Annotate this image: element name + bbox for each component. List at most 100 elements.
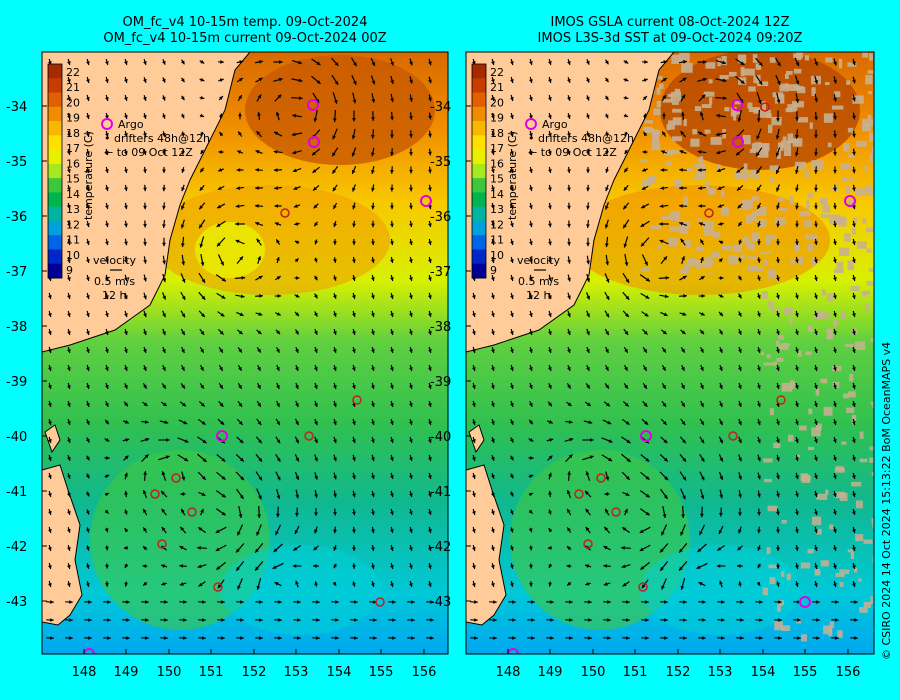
cloud-pixel (869, 153, 873, 163)
current-arrowhead (332, 152, 336, 157)
current-arrowhead (718, 258, 723, 263)
current-arrowhead (833, 151, 837, 156)
current-arrowhead (164, 618, 168, 622)
current-arrowhead (183, 600, 187, 604)
current-arrowhead (737, 564, 741, 568)
current-arrowhead (274, 131, 279, 136)
cloud-pixel (719, 75, 729, 80)
current-arrowhead (256, 531, 260, 536)
current-arrowhead (718, 529, 723, 534)
current-arrowhead (681, 366, 685, 371)
current-arrowhead (512, 618, 516, 622)
current-arrowhead (86, 277, 90, 282)
cloud-pixel (690, 138, 700, 147)
current-arrowhead (428, 457, 432, 461)
current-arrowhead (219, 402, 224, 407)
current-arrowhead (795, 403, 799, 408)
current-arrowhead (105, 474, 110, 479)
current-arrowhead (86, 133, 90, 137)
current-arrowhead (105, 583, 109, 587)
current-arrowhead (682, 77, 687, 82)
colorbar-segment (48, 178, 62, 193)
current-arrowhead (719, 439, 723, 444)
current-arrowhead (680, 131, 685, 136)
cloud-pixel (856, 140, 867, 147)
current-arrowhead (776, 547, 780, 552)
current-arrowhead (313, 276, 318, 281)
current-arrowhead (145, 618, 149, 622)
cloud-pixel (795, 454, 801, 458)
current-arrowhead (529, 492, 534, 497)
cloud-pixel (804, 55, 810, 61)
current-arrowhead (409, 403, 413, 407)
cloud-pixel (799, 210, 811, 217)
current-arrowhead (721, 600, 725, 604)
current-arrowhead (510, 367, 514, 371)
current-arrowhead (428, 115, 432, 120)
current-arrowhead (529, 223, 533, 228)
current-arrowhead (814, 169, 818, 174)
colorbar-segment (472, 121, 486, 136)
cloud-pixel (763, 362, 774, 366)
cloud-pixel (815, 388, 820, 396)
cloud-pixel (650, 225, 663, 230)
current-arrowhead (202, 636, 206, 640)
current-arrowhead (757, 511, 761, 516)
drifters-legend-label: • drifters 48h@12h (104, 132, 210, 145)
cloud-pixel (747, 256, 757, 260)
current-arrowhead (681, 348, 685, 353)
current-arrowhead (104, 509, 109, 514)
drifter-markers (507, 99, 856, 654)
cloud-pixel (825, 57, 833, 63)
cloud-pixel (782, 136, 787, 141)
cloud-pixel (852, 95, 864, 104)
current-arrowhead (292, 150, 297, 155)
cloud-pixel (667, 237, 679, 247)
current-arrowhead (586, 224, 590, 228)
current-arrowhead (409, 241, 413, 246)
current-arrowhead (529, 61, 533, 65)
current-arrowhead (740, 636, 744, 640)
cloud-pixel (773, 442, 781, 449)
current-arrowhead (605, 508, 609, 513)
cloud-pixel (684, 263, 690, 274)
current-arrowhead (605, 476, 610, 481)
current-arrowhead (67, 583, 71, 587)
current-arrowhead (643, 330, 648, 335)
current-arrowhead (681, 514, 686, 518)
current-arrowhead (332, 259, 337, 263)
current-arrowhead (67, 151, 71, 155)
current-arrowhead (491, 277, 495, 281)
cloud-pixel (861, 291, 867, 297)
current-arrowhead (569, 600, 573, 604)
current-arrowhead (409, 61, 413, 66)
colorbar-tick-label: 21 (490, 81, 504, 94)
current-arrowhead (390, 403, 394, 407)
current-arrowhead (143, 581, 147, 586)
current-arrowhead (567, 151, 571, 155)
cloud-pixel (826, 334, 834, 340)
current-arrowhead (257, 94, 262, 99)
current-arrowhead (585, 471, 590, 476)
current-arrowhead (493, 618, 497, 622)
current-arrowhead (202, 458, 207, 462)
current-arrowhead (161, 490, 165, 495)
current-arrowhead (567, 581, 571, 586)
current-arrowhead (143, 259, 147, 264)
lat-label: -35 (430, 155, 451, 170)
current-arrowhead (371, 547, 375, 552)
current-arrowhead (586, 205, 590, 210)
drifter-marker (352, 395, 362, 405)
current-arrowhead (371, 187, 375, 192)
current-arrowhead (567, 295, 571, 300)
current-arrowhead (124, 366, 128, 371)
argo-marker (799, 596, 811, 608)
current-arrowhead (588, 618, 592, 622)
current-arrowhead (567, 277, 571, 282)
current-arrowhead (390, 331, 394, 335)
current-arrowhead (491, 565, 495, 569)
current-arrowhead (235, 204, 240, 209)
current-arrowhead (276, 457, 281, 462)
current-arrowhead (428, 79, 432, 84)
current-arrowhead (428, 403, 432, 407)
